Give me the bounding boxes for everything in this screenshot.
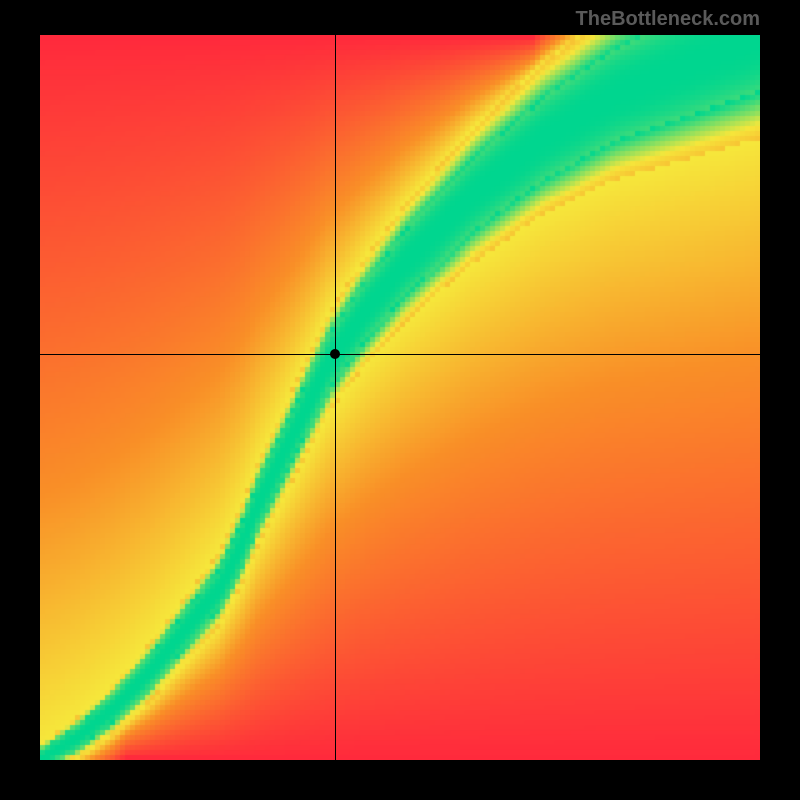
plot-area — [40, 35, 760, 760]
chart-container: TheBottleneck.com — [0, 0, 800, 800]
crosshair-horizontal — [40, 354, 760, 355]
heatmap-canvas — [40, 35, 760, 760]
watermark-text: TheBottleneck.com — [576, 8, 760, 31]
crosshair-marker — [330, 349, 340, 359]
crosshair-vertical — [335, 35, 336, 760]
